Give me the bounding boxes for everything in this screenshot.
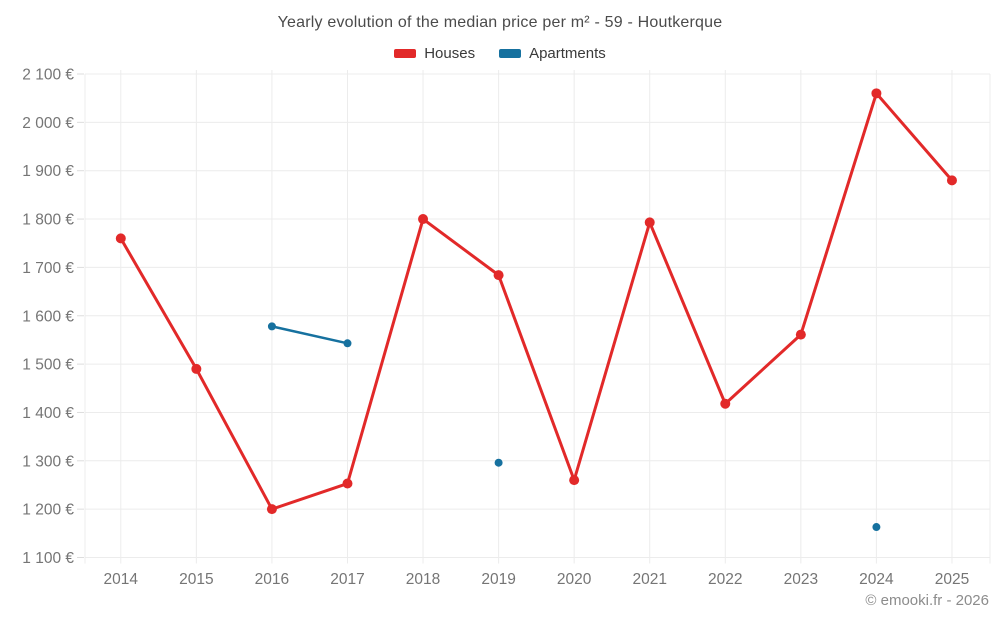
x-axis-label: 2020 <box>557 571 592 588</box>
x-axis-label: 2017 <box>330 571 364 588</box>
data-point-houses <box>795 329 806 340</box>
houses-legend-label: Houses <box>424 45 476 62</box>
data-point-houses <box>418 214 429 225</box>
chart-title: Yearly evolution of the median price per… <box>277 14 723 31</box>
x-axis-label: 2023 <box>784 571 818 588</box>
series-line-houses <box>345 217 425 486</box>
series-line-houses <box>421 217 501 277</box>
x-axis-label: 2021 <box>632 571 666 588</box>
series-line-houses <box>648 220 727 406</box>
data-point-houses <box>720 398 731 409</box>
data-point-houses <box>266 504 277 515</box>
data-point-houses <box>569 475 580 486</box>
apartments-series-swatch <box>499 49 522 58</box>
series-line-houses <box>497 273 576 482</box>
y-axis-label: 1 900 € <box>22 163 74 180</box>
y-axis-label: 1 700 € <box>22 260 74 277</box>
y-axis-label: 1 200 € <box>22 502 74 519</box>
x-axis-label: 2016 <box>255 571 289 588</box>
x-axis-label: 2024 <box>859 571 894 588</box>
y-axis-label: 1 300 € <box>22 453 74 470</box>
series-line-houses <box>119 236 198 371</box>
data-point-houses <box>342 478 353 489</box>
data-point-apartments <box>494 458 503 467</box>
series-line-houses <box>194 367 274 511</box>
y-axis-label: 2 100 € <box>22 67 74 84</box>
series-line-houses <box>572 220 652 482</box>
x-axis-label: 2014 <box>104 571 139 588</box>
copyright-text: © emooki.fr - 2026 <box>865 592 989 609</box>
y-axis-label: 1 100 € <box>22 550 74 567</box>
apartments-legend-label: Apartments <box>529 45 606 62</box>
y-axis-label: 1 400 € <box>22 405 74 422</box>
x-axis-label: 2018 <box>406 571 440 588</box>
chart-legend: Houses Apartments <box>0 45 1000 62</box>
data-point-apartments <box>267 322 276 331</box>
data-point-houses <box>493 270 504 281</box>
data-point-houses <box>644 217 655 228</box>
series-line-apartments <box>270 325 349 345</box>
x-axis-label: 2019 <box>481 571 515 588</box>
houses-series-swatch <box>394 49 417 58</box>
data-point-apartments <box>872 523 881 532</box>
y-axis-label: 1 600 € <box>22 308 74 325</box>
y-axis-label: 1 500 € <box>22 357 74 374</box>
data-point-houses <box>871 88 882 99</box>
x-axis-label: 2015 <box>179 571 213 588</box>
series-line-houses <box>874 91 954 182</box>
legend-item-houses[interactable]: Houses <box>394 45 475 62</box>
y-axis-label: 2 000 € <box>22 115 74 132</box>
x-axis-label: 2025 <box>935 571 969 588</box>
data-point-houses <box>191 363 202 374</box>
y-axis-label: 1 800 € <box>22 212 74 229</box>
x-axis-label: 2022 <box>708 571 742 588</box>
series-line-houses <box>723 333 803 406</box>
data-point-houses <box>115 233 126 244</box>
series-line-houses <box>270 482 349 511</box>
data-point-apartments <box>343 339 352 348</box>
data-point-houses <box>946 175 957 186</box>
series-line-houses <box>799 91 878 337</box>
legend-item-apartments[interactable]: Apartments <box>499 45 606 62</box>
